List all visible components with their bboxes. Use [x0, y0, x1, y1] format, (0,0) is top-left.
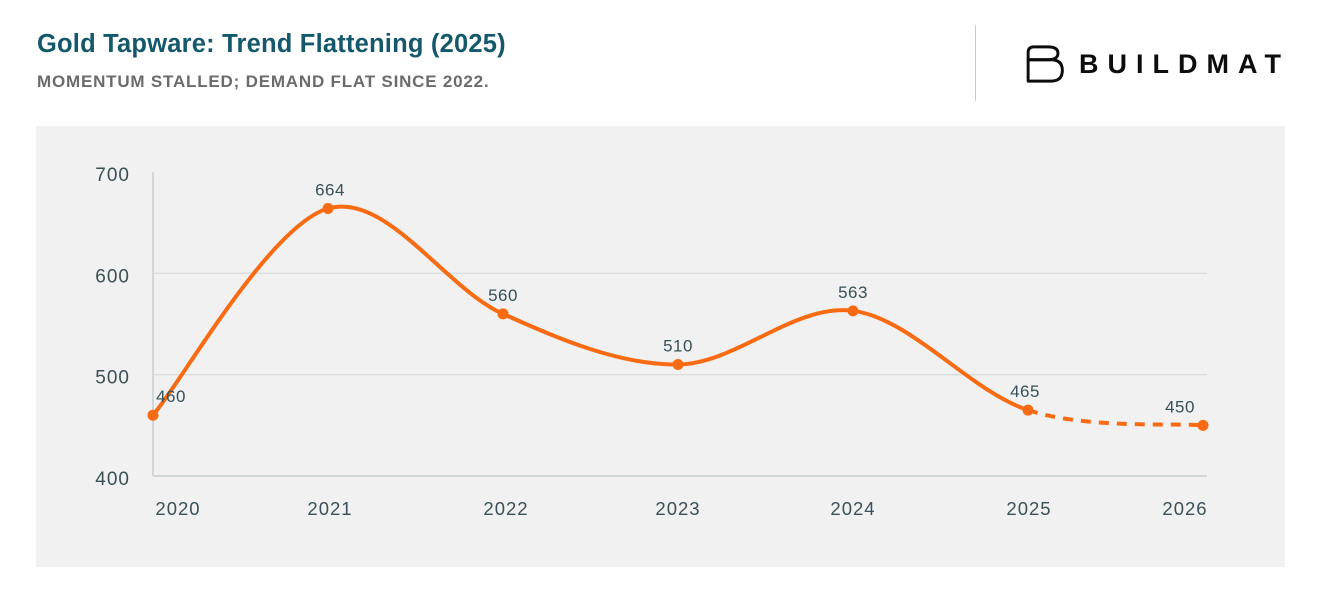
data-point-2020	[147, 409, 159, 421]
trend-chart-panel: 700 600 500 400 2020 2021 2022 2023 2024 2025 2026…	[36, 126, 1285, 567]
data-point-label: 450	[1165, 397, 1195, 416]
x-axis-tick-label: 2022	[483, 498, 528, 519]
page-title: Gold Tapware: Trend Flattening (2025)	[37, 30, 506, 58]
data-point-label: 460	[156, 387, 186, 406]
trend-line-projected-dashed	[1027, 408, 1204, 428]
x-axis-tick-label: 2020	[155, 498, 200, 519]
data-point-label: 560	[488, 286, 518, 305]
data-point-2026	[1197, 419, 1209, 431]
header-divider	[975, 25, 976, 101]
y-axis-tick-label: 700	[95, 165, 130, 186]
data-point-2025	[1022, 404, 1034, 416]
data-point-label: 465	[1010, 382, 1040, 401]
data-point-2023	[672, 359, 684, 371]
x-axis-tick-label: 2025	[1006, 498, 1051, 519]
x-axis-tick-label: 2026	[1162, 498, 1207, 519]
page-subtitle: MOMENTUM STALLED; DEMAND FLAT SINCE 2022…	[37, 72, 490, 91]
x-axis-tick-label: 2023	[655, 498, 700, 519]
data-point-label: 510	[663, 337, 693, 356]
buildmat-logo: BUILDMAT	[1023, 38, 1290, 90]
y-axis-tick-label: 600	[95, 266, 130, 287]
data-point-label: 664	[315, 180, 345, 199]
data-point-2022	[497, 308, 509, 320]
data-point-2021	[322, 202, 334, 214]
trend-line-chart: 700 600 500 400 2020 2021 2022 2023 2024 2025 2026…	[95, 165, 1209, 519]
x-axis-tick-label: 2024	[830, 498, 875, 519]
y-axis-tick-label: 500	[95, 368, 130, 389]
trend-line-solid	[151, 204, 1030, 418]
buildmat-logo-text: BUILDMAT	[1079, 48, 1290, 79]
report-header: Gold Tapware: Trend Flattening (2025) MO…	[0, 0, 1320, 126]
data-point-label: 563	[838, 283, 868, 302]
y-axis-tick-label: 400	[95, 469, 130, 490]
data-point-2024	[847, 305, 859, 317]
x-axis-tick-label: 2021	[307, 498, 352, 519]
buildmat-b-icon	[1026, 45, 1064, 83]
